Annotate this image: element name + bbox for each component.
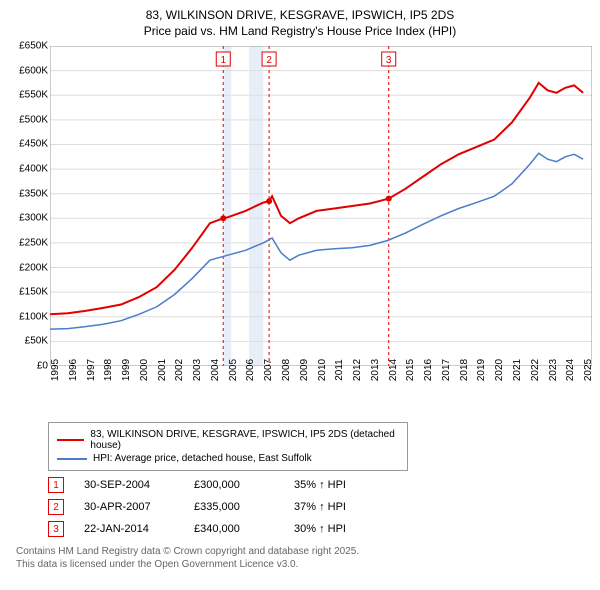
- x-tick-label: 2013: [370, 359, 381, 381]
- y-tick-label: £0: [37, 361, 48, 372]
- x-tick-label: 2021: [512, 359, 523, 381]
- x-tick-label: 2004: [210, 359, 221, 381]
- event-date: 22-JAN-2014: [84, 523, 194, 535]
- x-tick-label: 2025: [583, 359, 594, 381]
- y-tick-label: £250K: [19, 237, 48, 248]
- y-tick-label: £50K: [25, 336, 48, 347]
- y-axis-labels: £0£50K£100K£150K£200K£250K£300K£350K£400…: [8, 46, 50, 366]
- event-diff: 35% ↑ HPI: [294, 479, 346, 491]
- x-tick-label: 2003: [192, 359, 203, 381]
- event-list: 1 30-SEP-2004£300,00035% ↑ HPI 2 30-APR-200…: [48, 477, 592, 537]
- x-tick-label: 2012: [352, 359, 363, 381]
- y-tick-label: £350K: [19, 188, 48, 199]
- x-tick-label: 2006: [245, 359, 256, 381]
- event-marker-box: 3: [48, 521, 64, 537]
- x-tick-label: 2011: [334, 359, 345, 381]
- y-tick-label: £500K: [19, 114, 48, 125]
- y-tick-label: £650K: [19, 41, 48, 52]
- svg-text:1: 1: [220, 55, 226, 66]
- x-tick-label: 1996: [68, 359, 79, 381]
- line-chart: 1 2 3: [50, 46, 592, 366]
- event-marker-box: 1: [48, 477, 64, 493]
- x-axis-labels: 1995199619971998199920002001200220032004…: [50, 366, 592, 416]
- legend-item: HPI: Average price, detached house, East…: [57, 453, 399, 464]
- y-tick-label: £150K: [19, 287, 48, 298]
- x-tick-label: 2017: [441, 359, 452, 381]
- y-tick-label: £400K: [19, 164, 48, 175]
- chart-title: 83, WILKINSON DRIVE, KESGRAVE, IPSWICH, …: [8, 8, 592, 22]
- x-tick-label: 2022: [530, 359, 541, 381]
- legend-label: HPI: Average price, detached house, East…: [93, 453, 312, 464]
- y-tick-label: £100K: [19, 311, 48, 322]
- legend-label: 83, WILKINSON DRIVE, KESGRAVE, IPSWICH, …: [90, 429, 399, 451]
- x-tick-label: 1995: [50, 359, 61, 381]
- event-row: 3 22-JAN-2014£340,00030% ↑ HPI: [48, 521, 592, 537]
- footer-attribution: Contains HM Land Registry data © Crown c…: [16, 545, 592, 571]
- svg-text:3: 3: [386, 55, 392, 66]
- footer-line-1: Contains HM Land Registry data © Crown c…: [16, 545, 592, 558]
- event-row: 2 30-APR-2007£335,00037% ↑ HPI: [48, 499, 592, 515]
- y-tick-label: £450K: [19, 139, 48, 150]
- event-marker-box: 2: [48, 499, 64, 515]
- event-diff: 37% ↑ HPI: [294, 501, 346, 513]
- x-tick-label: 2009: [299, 359, 310, 381]
- x-tick-label: 2008: [281, 359, 292, 381]
- x-tick-label: 2010: [317, 359, 328, 381]
- legend-swatch: [57, 458, 87, 460]
- y-tick-label: £200K: [19, 262, 48, 273]
- legend-item: 83, WILKINSON DRIVE, KESGRAVE, IPSWICH, …: [57, 429, 399, 451]
- x-tick-label: 1998: [103, 359, 114, 381]
- chart-subtitle: Price paid vs. HM Land Registry's House …: [8, 24, 592, 38]
- chart-container: £0 £50K £100K £150K £200K £250K £300K £350K £400…: [8, 46, 592, 416]
- x-tick-label: 2024: [565, 359, 576, 381]
- x-tick-label: 2020: [494, 359, 505, 381]
- event-price: £335,000: [194, 501, 294, 513]
- x-tick-label: 2018: [459, 359, 470, 381]
- x-tick-label: 2023: [548, 359, 559, 381]
- x-tick-label: 1999: [121, 359, 132, 381]
- event-price: £300,000: [194, 479, 294, 491]
- y-tick-label: £600K: [19, 65, 48, 76]
- x-tick-label: 2007: [263, 359, 274, 381]
- y-tick-label: £550K: [19, 90, 48, 101]
- event-price: £340,000: [194, 523, 294, 535]
- x-tick-label: 1997: [86, 359, 97, 381]
- x-tick-label: 2001: [157, 359, 168, 381]
- x-tick-label: 2016: [423, 359, 434, 381]
- event-row: 1 30-SEP-2004£300,00035% ↑ HPI: [48, 477, 592, 493]
- x-tick-label: 2000: [139, 359, 150, 381]
- y-tick-label: £300K: [19, 213, 48, 224]
- svg-text:2: 2: [266, 55, 272, 66]
- x-tick-label: 2005: [228, 359, 239, 381]
- event-date: 30-APR-2007: [84, 501, 194, 513]
- x-tick-label: 2014: [388, 359, 399, 381]
- event-date: 30-SEP-2004: [84, 479, 194, 491]
- x-tick-label: 2002: [174, 359, 185, 381]
- legend: 83, WILKINSON DRIVE, KESGRAVE, IPSWICH, …: [48, 422, 408, 471]
- footer-line-2: This data is licensed under the Open Gov…: [16, 558, 592, 571]
- legend-swatch: [57, 439, 84, 441]
- x-tick-label: 2015: [405, 359, 416, 381]
- x-tick-label: 2019: [476, 359, 487, 381]
- event-diff: 30% ↑ HPI: [294, 523, 346, 535]
